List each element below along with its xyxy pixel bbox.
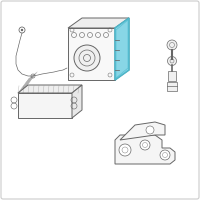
Circle shape [160,150,170,160]
Circle shape [119,144,131,156]
Polygon shape [18,85,82,93]
Circle shape [167,40,177,50]
Circle shape [146,126,154,134]
Circle shape [74,45,100,71]
Circle shape [168,56,177,66]
Polygon shape [168,71,176,81]
Circle shape [21,29,23,31]
Polygon shape [68,18,129,28]
Polygon shape [72,85,82,118]
Polygon shape [120,122,165,140]
Polygon shape [115,18,129,80]
Polygon shape [68,28,115,80]
Circle shape [140,140,150,150]
Polygon shape [18,93,72,118]
Polygon shape [115,135,175,164]
Polygon shape [167,82,177,91]
Polygon shape [115,18,129,80]
